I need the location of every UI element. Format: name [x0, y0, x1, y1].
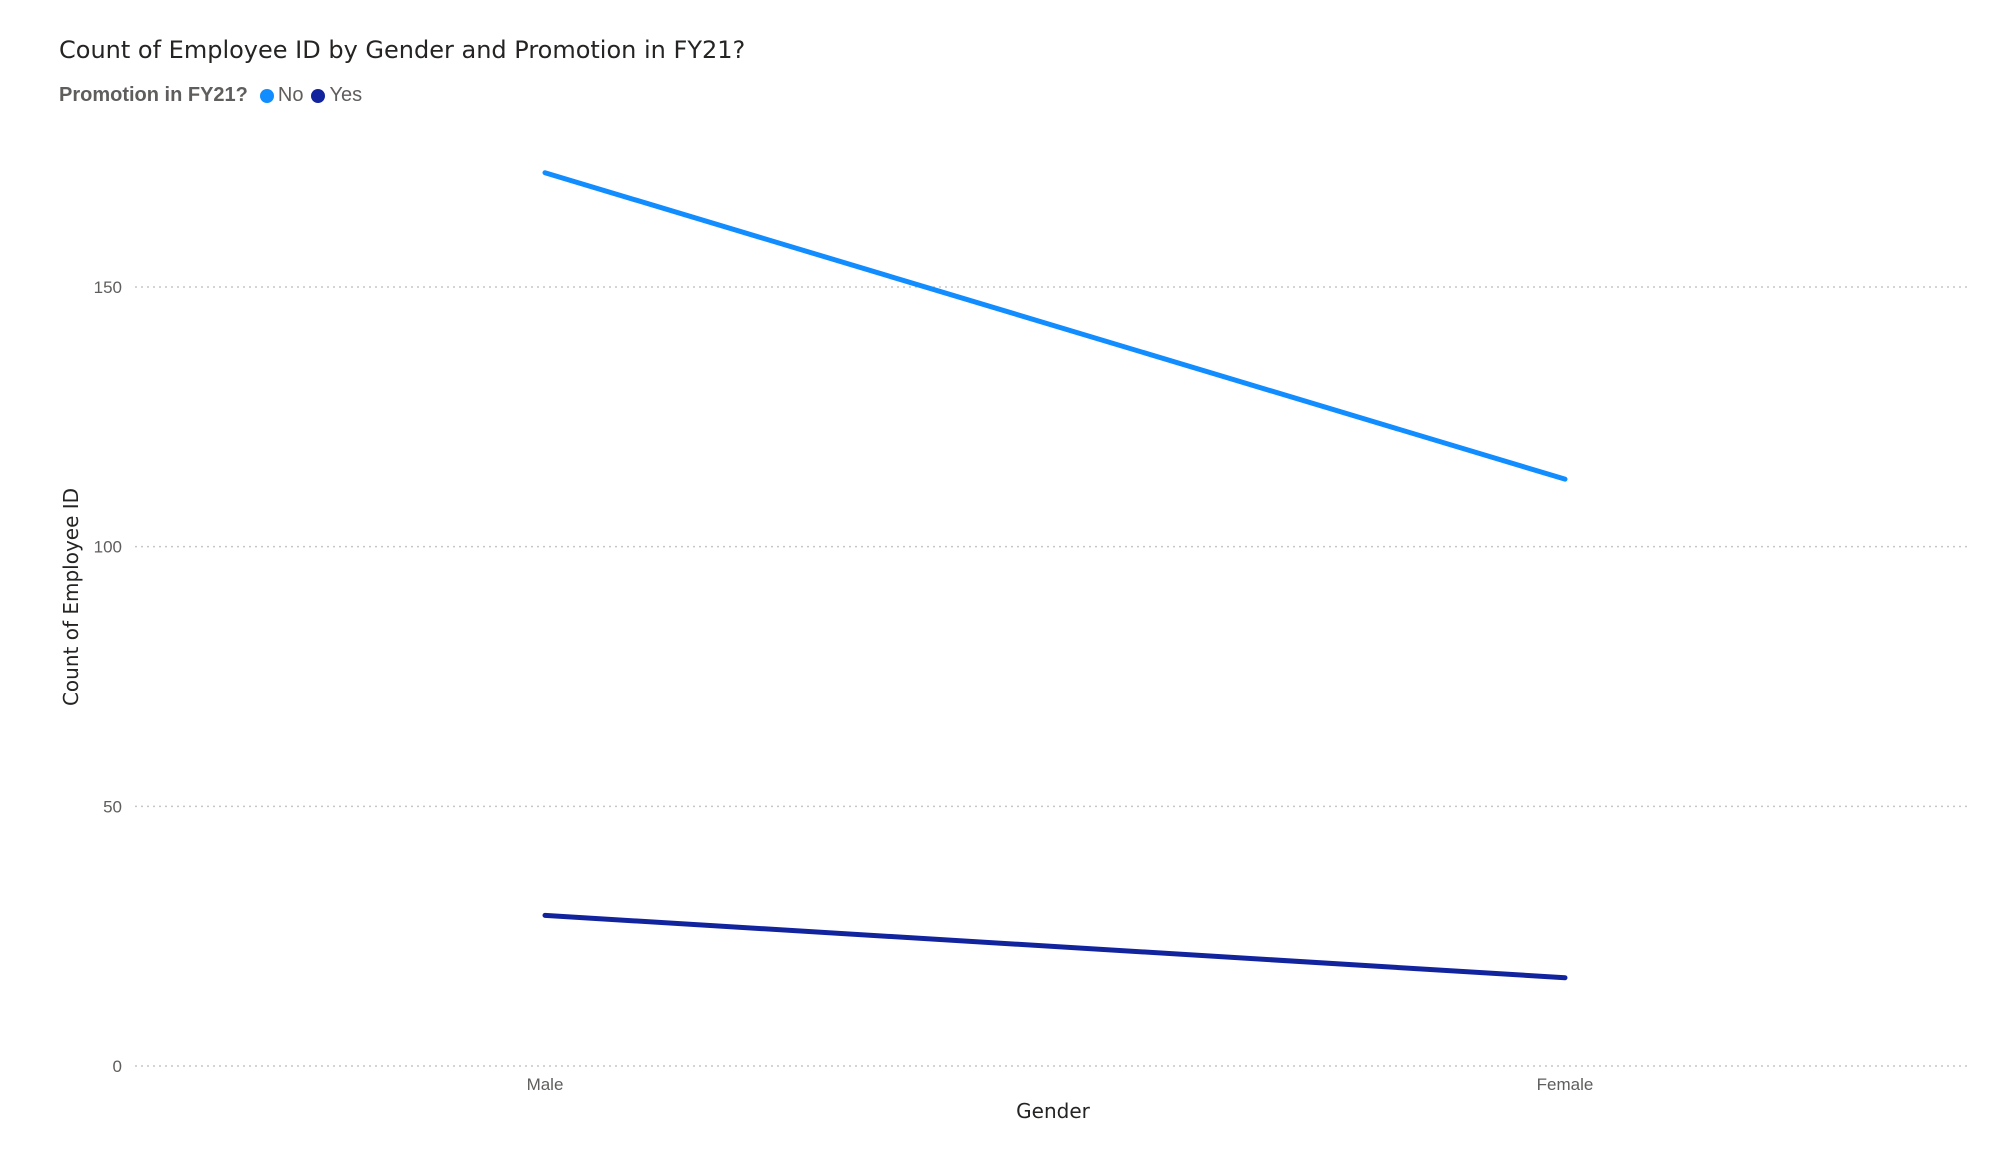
y-axis-label: Count of Employee ID [59, 488, 83, 706]
x-axis-label: Gender [1016, 1099, 1090, 1123]
series-line-yes[interactable] [542, 912, 1568, 981]
series-lines [542, 170, 1568, 981]
legend-yes-dot-icon [311, 88, 326, 103]
legend-no-label: No [277, 84, 304, 106]
x-tick-labels: Male Female [527, 1075, 1594, 1094]
chart-title: Count of Employee ID by Gender and Promo… [59, 36, 746, 64]
legend-item-no[interactable]: No [259, 84, 304, 107]
legend-item-yes[interactable]: Yes [311, 84, 362, 107]
x-tick-label-male: Male [527, 1075, 564, 1094]
series-line-no[interactable] [542, 170, 1568, 482]
legend-no-dot-icon [259, 88, 274, 103]
y-tick-labels: 0 50 100 150 [94, 278, 122, 1076]
x-tick-label-female: Female [1537, 1075, 1594, 1094]
legend-yes-label: Yes [329, 84, 363, 106]
y-tick-label-100: 100 [94, 538, 122, 557]
y-tick-label-50: 50 [103, 797, 122, 816]
y-tick-label-0: 0 [113, 1057, 122, 1076]
legend: Promotion in FY21? No Yes [59, 84, 370, 107]
gridlines [135, 286, 1970, 1067]
y-tick-label-150: 150 [94, 278, 122, 297]
legend-title: Promotion in FY21? [59, 84, 248, 106]
